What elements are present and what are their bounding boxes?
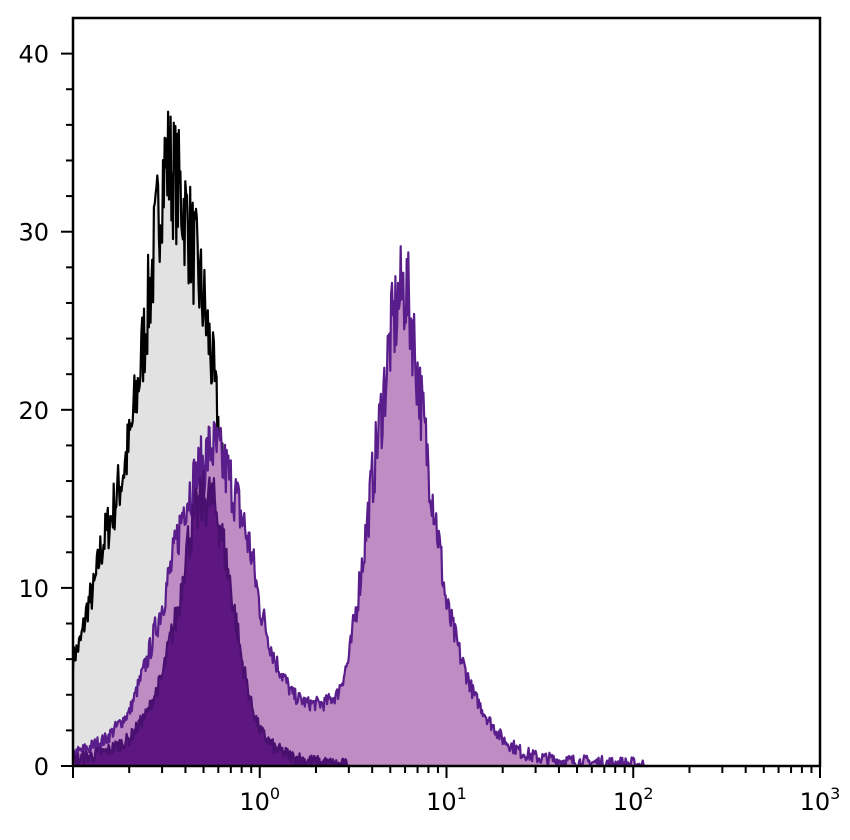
- y-tick-label: 30: [18, 219, 49, 247]
- x-tick-label: 101: [426, 784, 467, 816]
- x-tick-label: 100: [239, 784, 280, 816]
- series-layer: [71, 110, 649, 768]
- histogram-outline-2: [71, 245, 649, 768]
- axis-layer: 0 10 20 30 40 100 101 102 103: [18, 16, 841, 816]
- x-tick-label: 102: [613, 784, 654, 816]
- y-tick-label: 40: [18, 41, 49, 69]
- y-tick-label: 20: [18, 397, 49, 425]
- x-tick-label: 103: [800, 784, 841, 816]
- histogram-fill-3: [73, 470, 349, 766]
- histogram-series-3: [71, 469, 350, 768]
- histogram-fill-1: [73, 111, 316, 766]
- y-tick-label: 10: [18, 575, 49, 603]
- histogram-outline-3: [71, 469, 350, 768]
- y-tick-label: 0: [34, 753, 49, 781]
